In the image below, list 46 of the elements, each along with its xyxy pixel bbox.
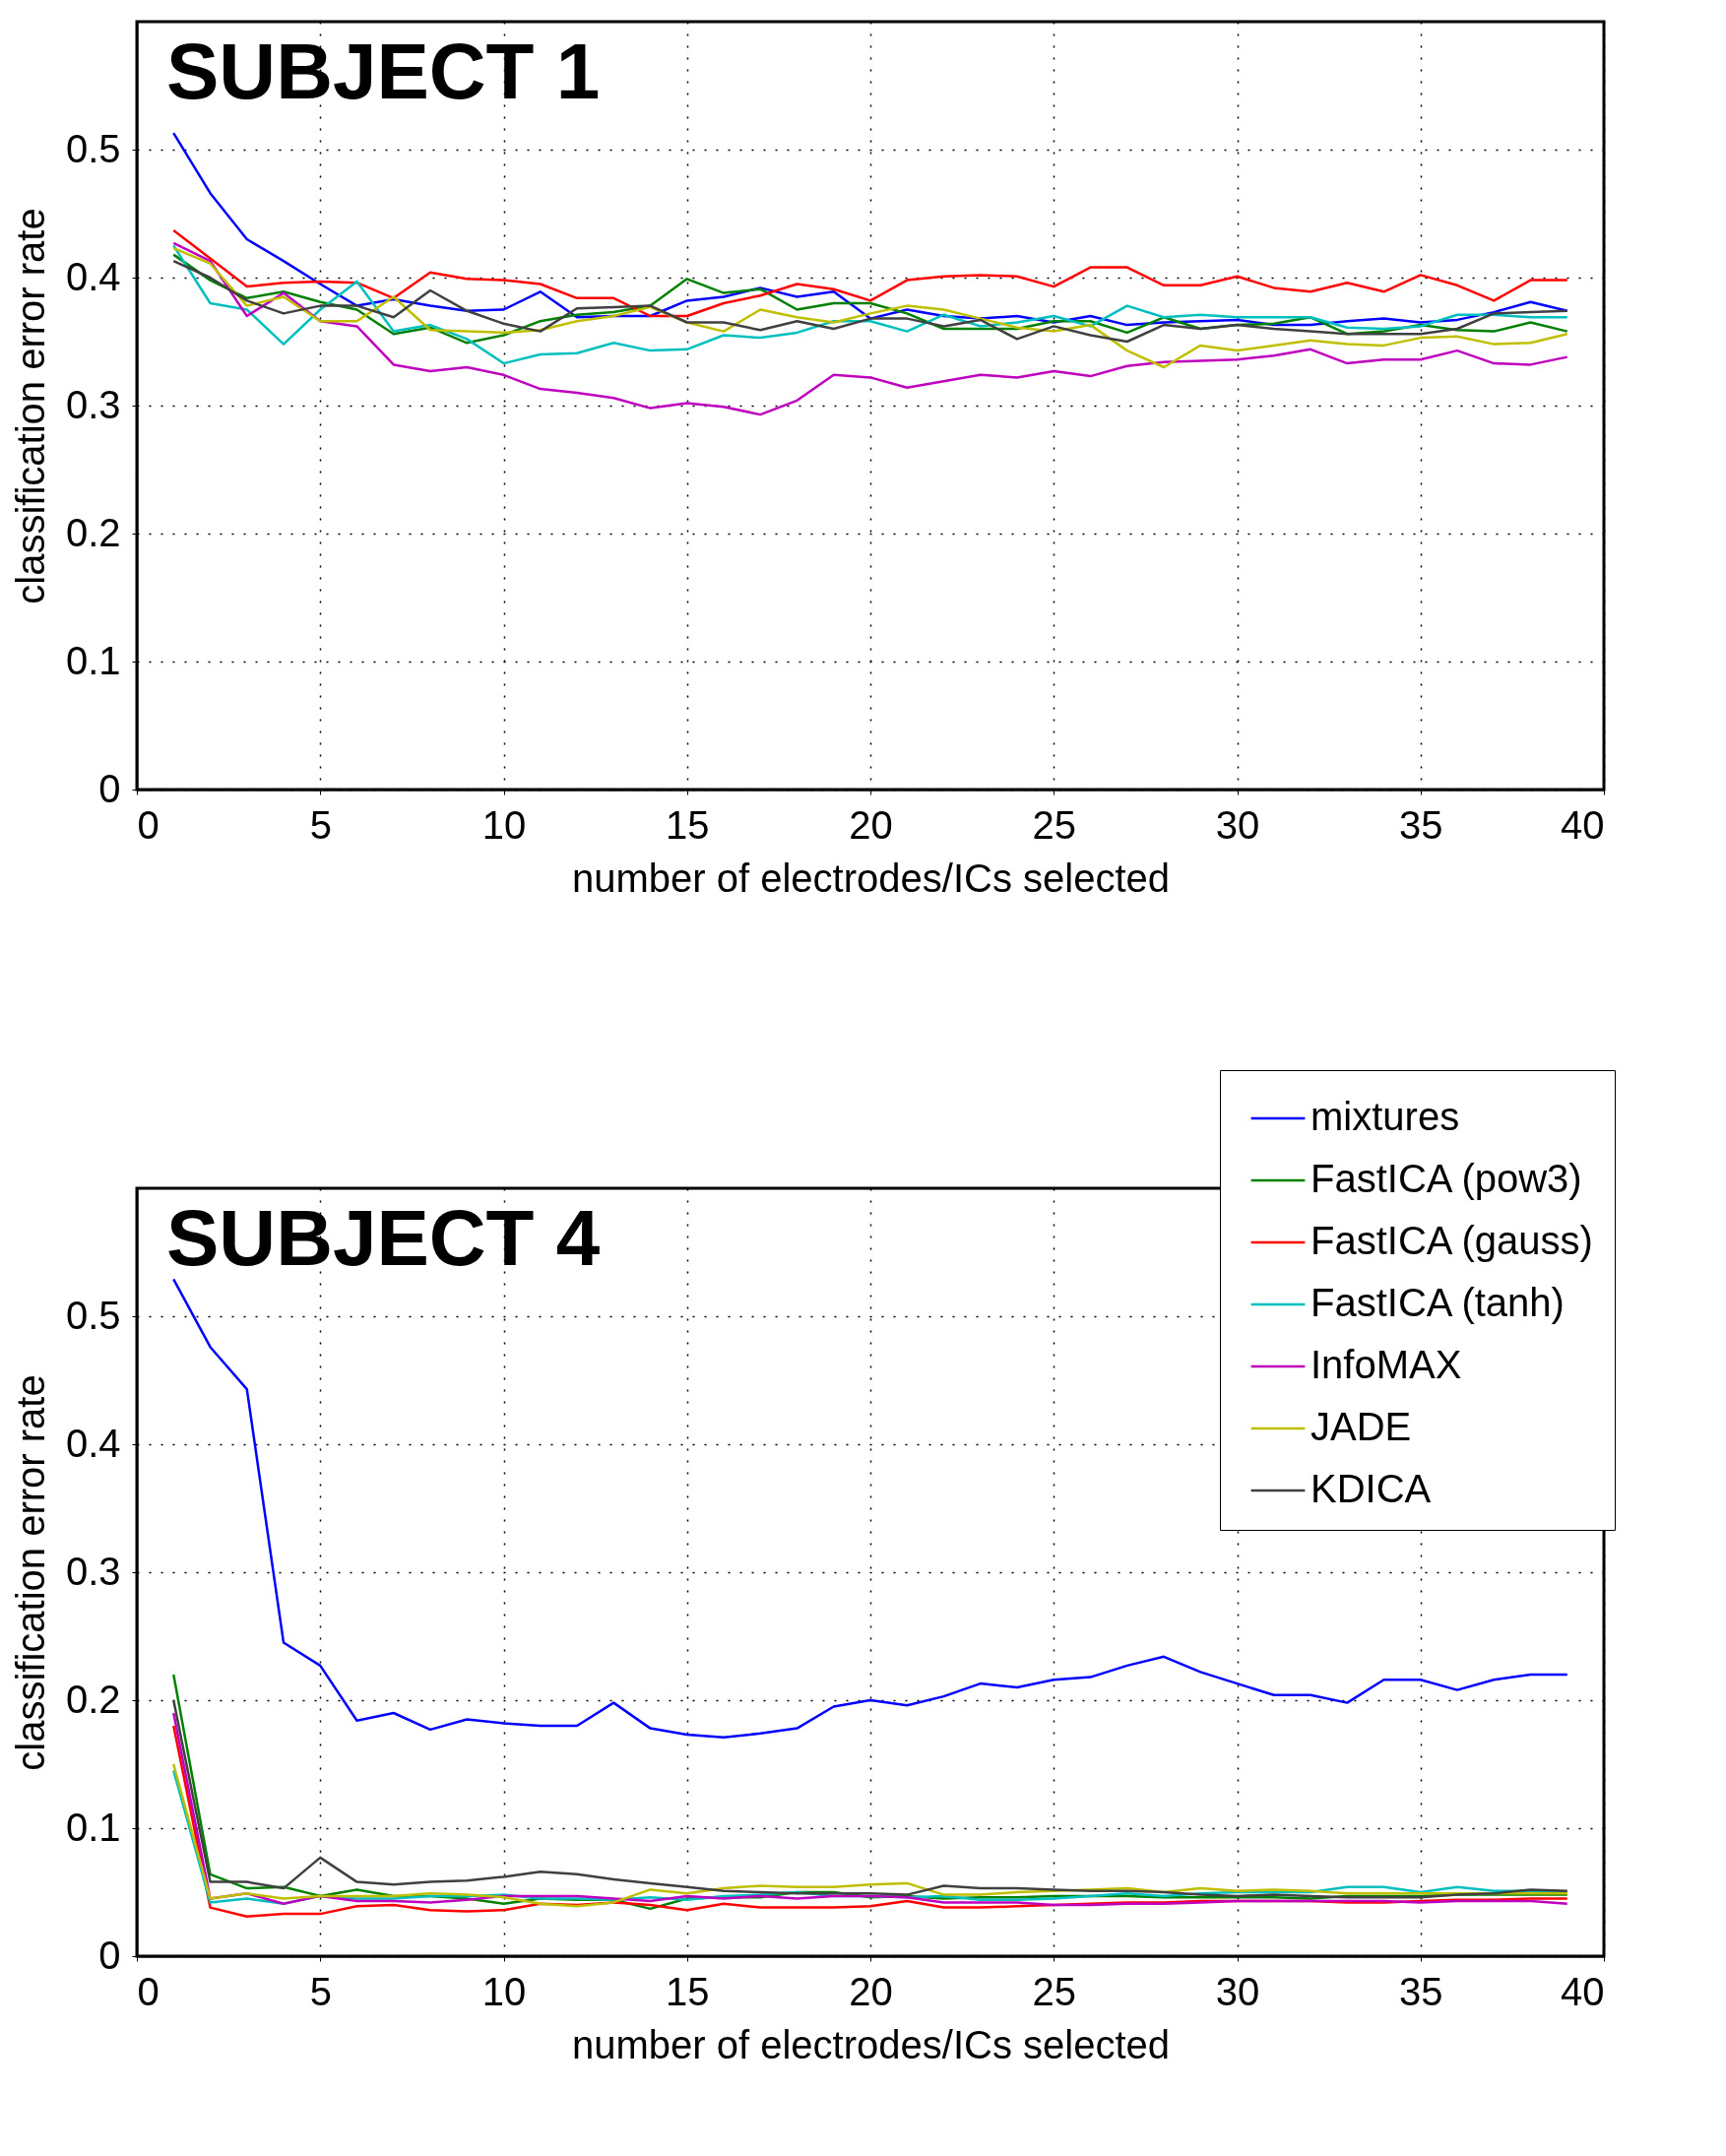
legend-label: InfoMAX — [1310, 1343, 1462, 1386]
legend-label: JADE — [1310, 1405, 1412, 1448]
y-tick-label: 0.5 — [65, 126, 121, 170]
y-tick-label: 0 — [98, 766, 121, 810]
x-axis-title: number of electrodes/ICs selected — [572, 856, 1170, 900]
x-tick-label: 10 — [481, 802, 527, 847]
legend-label: FastICA (tanh) — [1310, 1281, 1565, 1324]
x-tick-label: 40 — [1561, 1969, 1605, 2013]
chart-title: SUBJECT 4 — [166, 1194, 601, 1282]
legend-label: FastICA (gauss) — [1310, 1219, 1593, 1262]
x-tick-label: 40 — [1561, 802, 1605, 847]
legend-label: mixtures — [1310, 1095, 1460, 1138]
y-tick-label: 0.4 — [65, 254, 121, 298]
y-tick-label: 0.3 — [65, 1549, 121, 1593]
y-tick-label: 0.2 — [65, 510, 121, 554]
x-tick-label: 15 — [666, 802, 710, 847]
x-axis-title: number of electrodes/ICs selected — [572, 2022, 1170, 2066]
x-tick-label: 20 — [849, 1969, 893, 2013]
x-tick-label: 20 — [849, 802, 893, 847]
x-tick-label: 25 — [1032, 802, 1076, 847]
legend-label: KDICA — [1310, 1467, 1432, 1510]
x-tick-label: 5 — [309, 802, 332, 847]
line-series — [172, 241, 1568, 416]
legend-label: FastICA (pow3) — [1310, 1157, 1582, 1200]
x-tick-label: 0 — [137, 1969, 160, 2013]
y-tick-label: 0.3 — [65, 382, 121, 426]
x-tick-label: 35 — [1399, 802, 1443, 847]
y-tick-label: 0 — [98, 1933, 121, 1977]
y-tick-label: 0.1 — [65, 1805, 121, 1849]
y-tick-label: 0.2 — [65, 1677, 121, 1721]
y-axis-title: classification error rate — [8, 1374, 52, 1771]
x-tick-label: 30 — [1215, 802, 1260, 847]
x-tick-label: 25 — [1032, 1969, 1076, 2013]
x-tick-label: 10 — [481, 1969, 527, 2013]
x-tick-label: 0 — [137, 802, 160, 847]
y-tick-label: 0.4 — [65, 1421, 121, 1465]
y-tick-label: 0.5 — [65, 1293, 121, 1337]
x-tick-label: 15 — [666, 1969, 710, 2013]
x-tick-label: 5 — [309, 1969, 332, 2013]
chart-title: SUBJECT 1 — [166, 28, 601, 115]
line-series — [172, 1278, 1568, 1739]
line-series — [172, 228, 1568, 318]
x-tick-label: 30 — [1215, 1969, 1260, 2013]
y-tick-label: 0.1 — [65, 638, 121, 682]
y-axis-title: classification error rate — [8, 208, 52, 604]
x-tick-label: 35 — [1399, 1969, 1443, 2013]
